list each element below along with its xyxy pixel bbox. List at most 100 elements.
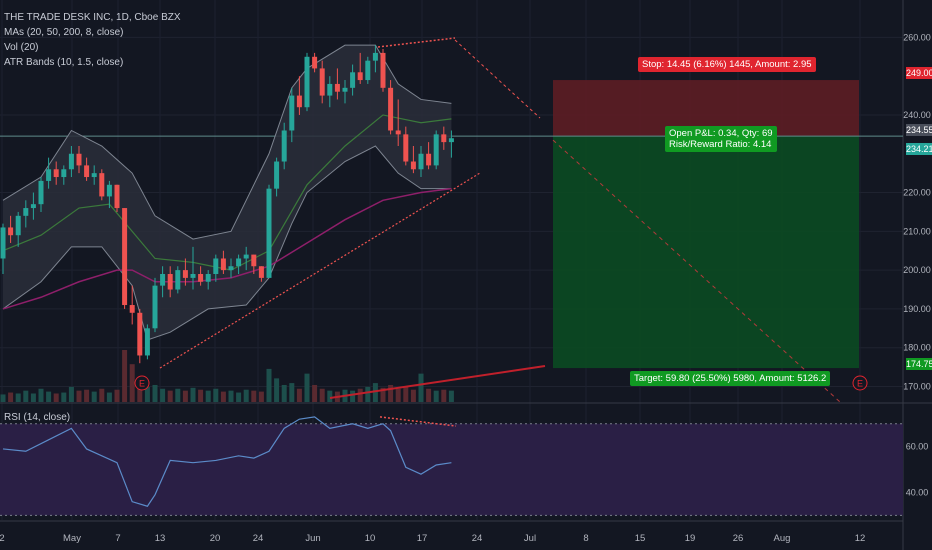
candle-body bbox=[289, 95, 295, 131]
candle-body bbox=[448, 138, 454, 143]
x-tick-label: 20 bbox=[210, 533, 221, 544]
candle-body bbox=[53, 169, 59, 178]
candle-body bbox=[0, 227, 6, 259]
volume-label[interactable]: Vol (20) bbox=[4, 42, 39, 53]
volume-bar bbox=[0, 394, 6, 402]
projection-line bbox=[552, 139, 841, 403]
rsi-line bbox=[2, 416, 452, 507]
volume-ma-line bbox=[329, 365, 546, 399]
volume-bar bbox=[167, 390, 173, 402]
candle-body bbox=[403, 134, 409, 162]
volume-bar bbox=[395, 388, 401, 402]
volume-bar bbox=[289, 383, 295, 402]
candle-body bbox=[106, 184, 112, 197]
volume-bar bbox=[152, 384, 158, 402]
candle-body bbox=[258, 266, 264, 278]
volume-bar bbox=[91, 391, 97, 402]
volume-bar bbox=[46, 391, 52, 402]
candle-body bbox=[296, 95, 302, 108]
volume-bar bbox=[403, 386, 409, 402]
volume-bar bbox=[160, 388, 166, 402]
volume-bar bbox=[137, 381, 143, 402]
candle-body bbox=[167, 274, 173, 290]
volume-bar bbox=[53, 393, 59, 402]
volume-bar bbox=[175, 388, 181, 402]
chart-legend: THE TRADE DESK INC, 1D, Cboe BZX MAs (20… bbox=[4, 10, 181, 70]
candle-body bbox=[144, 328, 150, 356]
candle-body bbox=[426, 153, 432, 166]
atr-band-fill bbox=[3, 45, 452, 340]
volume-bar bbox=[319, 388, 325, 402]
candle-body bbox=[228, 266, 234, 271]
volume-bar bbox=[365, 386, 371, 402]
candle-body bbox=[266, 188, 272, 278]
rr-label: Risk/Reward Ratio: 4.14 bbox=[669, 139, 772, 150]
x-tick-label: 26 bbox=[733, 533, 744, 544]
candle-body bbox=[99, 173, 105, 197]
mas-label[interactable]: MAs (20, 50, 200, 8, close) bbox=[4, 27, 124, 38]
candle-body bbox=[46, 169, 52, 181]
candle-body bbox=[68, 153, 74, 170]
candle-body bbox=[380, 52, 386, 88]
volume-bar bbox=[350, 390, 356, 402]
volume-bar bbox=[106, 392, 112, 402]
candle-body bbox=[372, 52, 378, 61]
candle-body bbox=[61, 169, 67, 178]
candle-body bbox=[182, 270, 188, 278]
candle-body bbox=[8, 227, 14, 236]
x-tick-label: 2 bbox=[0, 533, 5, 544]
y-tick-label: 260.00 bbox=[903, 32, 931, 42]
candle-body bbox=[357, 72, 363, 81]
rsi-label[interactable]: RSI (14, close) bbox=[4, 412, 71, 423]
target-label-box: Target: 59.80 (25.50%) 5980, Amount: 512… bbox=[630, 371, 831, 386]
candle-body bbox=[395, 130, 401, 135]
volume-bar bbox=[61, 392, 67, 402]
volume-bar bbox=[30, 393, 36, 402]
candle-body bbox=[319, 68, 325, 96]
candle-body bbox=[152, 285, 158, 329]
candle-body bbox=[205, 274, 211, 282]
volume-bar bbox=[8, 392, 14, 402]
volume-bar bbox=[213, 388, 219, 402]
earnings-marker bbox=[134, 375, 150, 391]
candle-body bbox=[236, 258, 242, 267]
volume-bar bbox=[372, 383, 378, 402]
volume-bar bbox=[441, 389, 447, 402]
y-tick-label: 210.00 bbox=[903, 226, 931, 236]
earnings-marker bbox=[852, 375, 868, 391]
symbol-label[interactable]: THE TRADE DESK INC, 1D, Cboe BZX bbox=[4, 12, 181, 23]
trend-line bbox=[159, 172, 481, 369]
candle-body bbox=[274, 161, 280, 189]
volume-bar bbox=[380, 387, 386, 402]
candle-body bbox=[220, 258, 226, 271]
volume-bar bbox=[15, 393, 21, 402]
y-tick-label: 180.00 bbox=[903, 343, 931, 353]
candle-body bbox=[410, 161, 416, 170]
candle-body bbox=[114, 184, 120, 209]
candle-body bbox=[84, 165, 90, 178]
x-tick-label: 7 bbox=[115, 533, 120, 544]
trend-line bbox=[454, 39, 541, 119]
x-tick-label: 24 bbox=[472, 533, 483, 544]
volume-bar bbox=[426, 388, 432, 402]
x-tick-label: Jun bbox=[305, 533, 320, 544]
atr-label[interactable]: ATR Bands (10, 1.5, close) bbox=[4, 57, 124, 68]
volume-bar bbox=[448, 390, 454, 402]
volume-bar bbox=[114, 389, 120, 402]
volume-bar bbox=[304, 373, 310, 402]
candle-body bbox=[304, 56, 310, 108]
x-tick-label: 13 bbox=[155, 533, 166, 544]
volume-bar bbox=[281, 384, 287, 402]
rsi-tick-label: 60.00 bbox=[906, 442, 929, 452]
candle-body bbox=[441, 134, 447, 143]
volume-bar bbox=[84, 389, 90, 402]
volume-bar bbox=[236, 392, 242, 402]
divergence-line bbox=[377, 37, 456, 48]
entry-price-tag: 234.55 bbox=[906, 124, 932, 136]
candle-body bbox=[342, 87, 348, 92]
volume-bar bbox=[418, 373, 424, 402]
candle-body bbox=[243, 254, 249, 259]
x-tick-label: Jul bbox=[524, 533, 536, 544]
x-tick-label: 17 bbox=[417, 533, 428, 544]
